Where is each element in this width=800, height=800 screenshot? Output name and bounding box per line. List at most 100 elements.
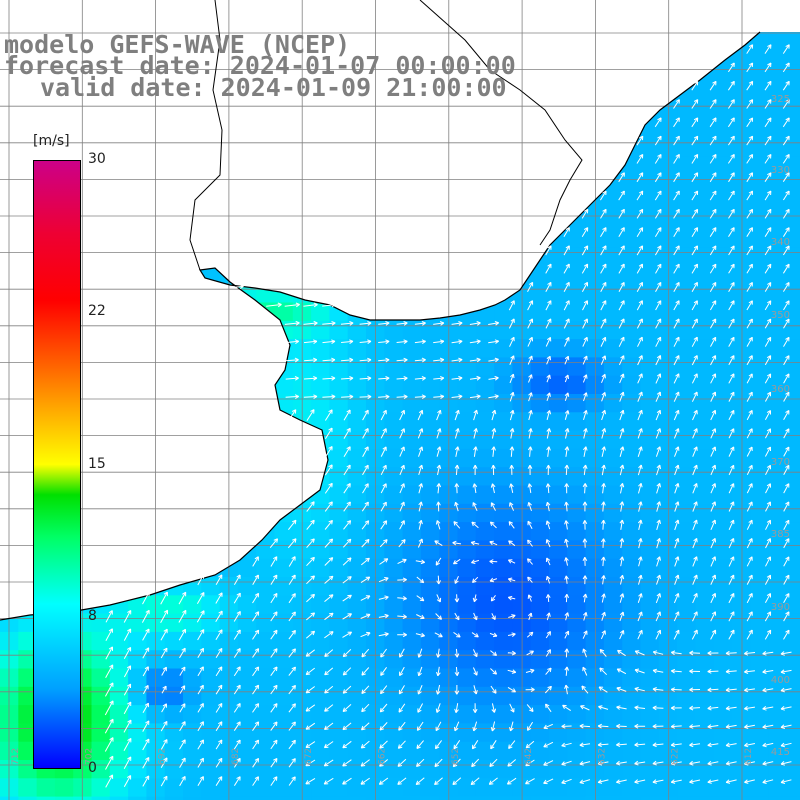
wind-cell: [658, 32, 678, 47]
wind-cell: [164, 668, 184, 688]
wind-cell: [475, 229, 495, 249]
wind-cell: [786, 394, 800, 413]
wind-cell: [750, 265, 770, 285]
wind-cell: [713, 430, 733, 450]
wind-cell: [622, 320, 642, 340]
wind-cell: [237, 302, 257, 322]
wind-arrow: [618, 281, 625, 292]
wind-arrow: [764, 318, 772, 329]
wind-cell: [622, 705, 642, 724]
wind-cell: [329, 448, 349, 468]
wind-cell: [494, 302, 513, 322]
wind-cell: [164, 485, 184, 505]
wind-cell: [256, 265, 276, 285]
wind-cell: [91, 540, 111, 560]
wind-arrow: [433, 339, 445, 345]
wind-cell: [347, 613, 367, 633]
wind-cell: [347, 741, 367, 761]
wind-cell: [750, 64, 770, 84]
wind-cell: [457, 485, 477, 505]
wind-arrow: [655, 318, 662, 329]
wind-cell: [475, 540, 495, 560]
wind-cell: [475, 265, 495, 285]
wind-cell: [677, 485, 696, 505]
wind-arrow: [581, 227, 589, 237]
wind-cell: [0, 302, 19, 322]
wind-cell: [603, 375, 623, 395]
wind-cell: [91, 119, 111, 139]
wind-cell: [530, 375, 550, 395]
lon-label: 672: [304, 748, 314, 765]
wind-cell: [768, 631, 788, 651]
wind-cell: [677, 320, 696, 340]
wind-arrow: [746, 154, 754, 164]
wind-cell: [786, 229, 800, 249]
wind-cell: [530, 320, 550, 340]
wind-cell: [713, 357, 733, 377]
wind-arrow: [414, 339, 426, 345]
wind-arrow: [618, 227, 625, 237]
wind-cell: [713, 503, 733, 523]
wind-cell: [164, 302, 184, 322]
wind-cell: [567, 558, 587, 578]
wind-cell: [475, 705, 495, 724]
wind-cell: [164, 686, 184, 706]
wind-arrow: [654, 245, 662, 256]
wind-cell: [201, 156, 221, 175]
wind-arrow: [691, 154, 699, 164]
wind-cell: [311, 339, 330, 358]
wind-cell: [91, 339, 111, 358]
wind-cell: [274, 247, 294, 267]
wind-arrow: [746, 172, 754, 183]
wind-cell: [384, 339, 404, 358]
wind-cell: [786, 741, 800, 761]
wind-arrow: [582, 300, 588, 311]
wind-cell: [786, 723, 800, 743]
wind-arrow: [378, 339, 390, 345]
wind-cell: [750, 448, 770, 468]
wind-cell: [658, 339, 678, 358]
wind-cell: [274, 265, 294, 285]
wind-cell: [786, 540, 800, 560]
wind-cell: [640, 705, 660, 724]
wind-arrow: [673, 154, 680, 164]
wind-cell: [274, 192, 294, 212]
wind-cell: [567, 796, 587, 800]
wind-cell: [622, 595, 642, 615]
wind-cell: [622, 211, 642, 230]
wind-cell: [658, 156, 678, 175]
wind-cell: [494, 778, 513, 798]
wind-arrow: [727, 80, 735, 91]
wind-cell: [256, 577, 276, 596]
wind-cell: [677, 32, 696, 47]
wind-cell: [36, 796, 56, 800]
wind-cell: [567, 174, 587, 194]
wind-cell: [603, 522, 623, 541]
wind-cell: [768, 503, 788, 523]
wind-cell: [567, 503, 587, 523]
wind-cell: [91, 650, 111, 670]
wind-cell: [713, 558, 733, 578]
wind-cell: [201, 686, 221, 706]
wind-cell: [420, 723, 440, 743]
wind-cell: [109, 247, 129, 267]
wind-cell: [658, 64, 678, 84]
wind-cell: [54, 101, 74, 121]
wind-cell: [128, 192, 147, 212]
wind-cell: [311, 540, 330, 560]
wind-arrow: [764, 263, 772, 274]
wind-arrow: [322, 320, 336, 326]
wind-cell: [109, 796, 129, 800]
wind-cell: [494, 339, 513, 358]
wind-cell: [18, 82, 38, 102]
wind-cell: [183, 705, 202, 724]
wind-arrow: [673, 300, 680, 311]
wind-cell: [677, 394, 696, 413]
wind-cell: [713, 174, 733, 194]
wind-cell: [0, 485, 19, 505]
wind-cell: [475, 613, 495, 633]
wind-arrow: [600, 318, 607, 329]
wind-cell: [347, 265, 367, 285]
wind-cell: [786, 485, 800, 505]
wind-cell: [549, 686, 568, 706]
